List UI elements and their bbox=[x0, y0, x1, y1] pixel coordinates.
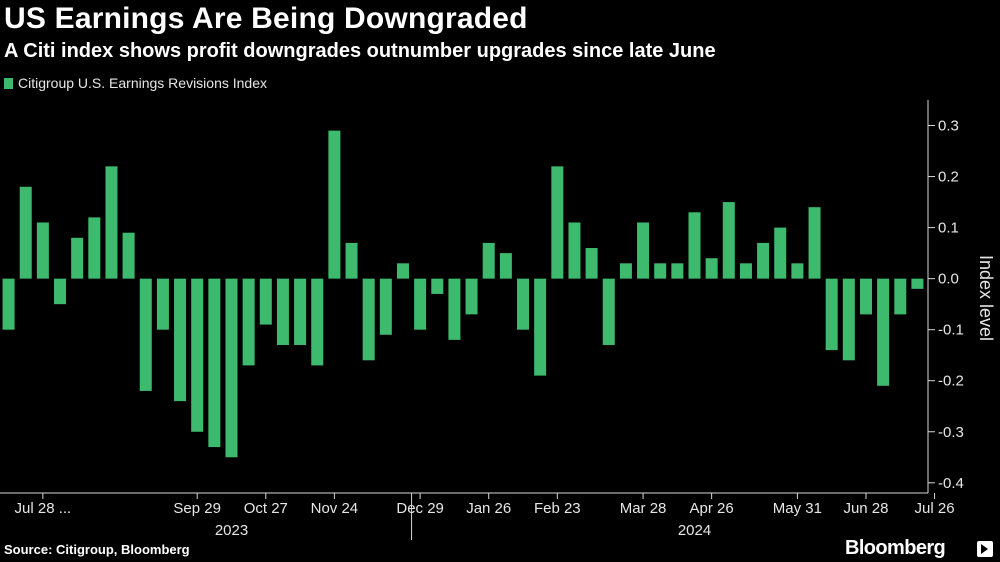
bar-15 bbox=[259, 278, 272, 325]
bar-36 bbox=[619, 263, 632, 279]
bar-48 bbox=[825, 278, 838, 351]
x-tick-label-7: Mar 28 bbox=[620, 500, 667, 517]
bar-3 bbox=[54, 278, 67, 305]
bar-18 bbox=[311, 278, 324, 366]
x-tick-label-9: May 31 bbox=[773, 500, 822, 517]
bar-21 bbox=[362, 278, 375, 361]
bloomberg-terminal-icon bbox=[977, 541, 993, 557]
x-tick-label-10: Jun 28 bbox=[843, 500, 888, 517]
bar-46 bbox=[791, 263, 804, 279]
bar-22 bbox=[379, 278, 392, 335]
bar-50 bbox=[859, 278, 872, 315]
x-tick-label-5: Jan 26 bbox=[466, 500, 511, 517]
bar-24 bbox=[414, 278, 427, 330]
y-tick-label-3: 0.0 bbox=[938, 271, 959, 288]
y-axis-label: Index level bbox=[976, 255, 996, 341]
bloomberg-logo: Bloomberg bbox=[845, 537, 946, 559]
bar-40 bbox=[688, 212, 701, 279]
source-note: Source: Citigroup, Bloomberg bbox=[4, 542, 190, 557]
bars-group bbox=[2, 130, 924, 458]
bar-14 bbox=[242, 278, 255, 366]
x-tick-label-1: Sep 29 bbox=[173, 500, 221, 517]
bar-10 bbox=[174, 278, 187, 402]
y-tick-label-2: 0.1 bbox=[938, 220, 959, 237]
bar-12 bbox=[208, 278, 221, 448]
bar-37 bbox=[637, 222, 650, 279]
bar-6 bbox=[105, 166, 118, 279]
year-label-1: 2024 bbox=[678, 522, 711, 539]
bar-52 bbox=[894, 278, 907, 315]
bar-13 bbox=[225, 278, 238, 458]
bar-53 bbox=[911, 278, 924, 289]
bar-34 bbox=[585, 248, 598, 279]
bar-11 bbox=[191, 278, 204, 432]
bar-47 bbox=[808, 207, 821, 279]
x-tick-label-6: Feb 23 bbox=[534, 500, 581, 517]
bar-20 bbox=[345, 242, 358, 279]
bar-25 bbox=[431, 278, 444, 294]
legend-label: Citigroup U.S. Earnings Revisions Index bbox=[18, 75, 268, 91]
bar-29 bbox=[499, 253, 512, 279]
bar-7 bbox=[122, 232, 135, 279]
y-axis: 0.3 0.2 0.1 0.0 -0.1 -0.2 -0.3 -0.4 bbox=[927, 100, 964, 493]
chart-subtitle: A Citi index shows profit downgrades out… bbox=[4, 40, 716, 62]
legend: Citigroup U.S. Earnings Revisions Index bbox=[4, 75, 267, 91]
bar-49 bbox=[842, 278, 855, 361]
bar-41 bbox=[705, 258, 718, 279]
y-tick-label-1: 0.2 bbox=[938, 169, 959, 186]
bar-0 bbox=[2, 278, 15, 330]
x-tick-label-0: Jul 28 ... bbox=[15, 500, 72, 517]
y-tick-label-7: -0.4 bbox=[938, 475, 964, 492]
bar-43 bbox=[739, 263, 752, 279]
bar-19 bbox=[328, 130, 341, 279]
bar-2 bbox=[36, 222, 49, 279]
y-tick-label-6: -0.3 bbox=[938, 424, 964, 441]
bar-4 bbox=[71, 237, 84, 279]
x-tick-label-3: Nov 24 bbox=[311, 500, 359, 517]
chart-title: US Earnings Are Being Downgraded bbox=[4, 2, 528, 35]
x-tick-label-4: Dec 29 bbox=[396, 500, 444, 517]
bar-8 bbox=[139, 278, 152, 391]
year-label-0: 2023 bbox=[215, 522, 248, 539]
bar-23 bbox=[396, 263, 409, 279]
bar-39 bbox=[671, 263, 684, 279]
x-tick-label-11: Jul 26 bbox=[915, 500, 955, 517]
bar-33 bbox=[568, 222, 581, 279]
bar-45 bbox=[774, 227, 787, 279]
bar-16 bbox=[276, 278, 289, 345]
y-tick-label-0: 0.3 bbox=[938, 118, 959, 135]
bar-42 bbox=[722, 202, 735, 279]
y-tick-label-4: -0.1 bbox=[938, 322, 964, 339]
bar-35 bbox=[602, 278, 615, 345]
x-tick-label-2: Oct 27 bbox=[244, 500, 288, 517]
y-tick-label-5: -0.2 bbox=[938, 373, 964, 390]
legend-swatch bbox=[4, 77, 13, 89]
bar-28 bbox=[482, 242, 495, 279]
x-axis: Jul 28 ... Sep 29 Oct 27 Nov 24 Dec 29 Jan 26… bbox=[0, 492, 955, 540]
bar-26 bbox=[448, 278, 461, 340]
bar-51 bbox=[877, 278, 890, 386]
bar-1 bbox=[19, 186, 32, 279]
bar-32 bbox=[551, 166, 564, 279]
bar-31 bbox=[534, 278, 547, 376]
x-tick-label-8: Apr 26 bbox=[690, 500, 734, 517]
bar-44 bbox=[757, 242, 770, 279]
bar-9 bbox=[156, 278, 169, 330]
bar-5 bbox=[88, 217, 101, 279]
bar-30 bbox=[517, 278, 530, 330]
bar-38 bbox=[654, 263, 667, 279]
bar-27 bbox=[465, 278, 478, 315]
bar-17 bbox=[294, 278, 307, 345]
